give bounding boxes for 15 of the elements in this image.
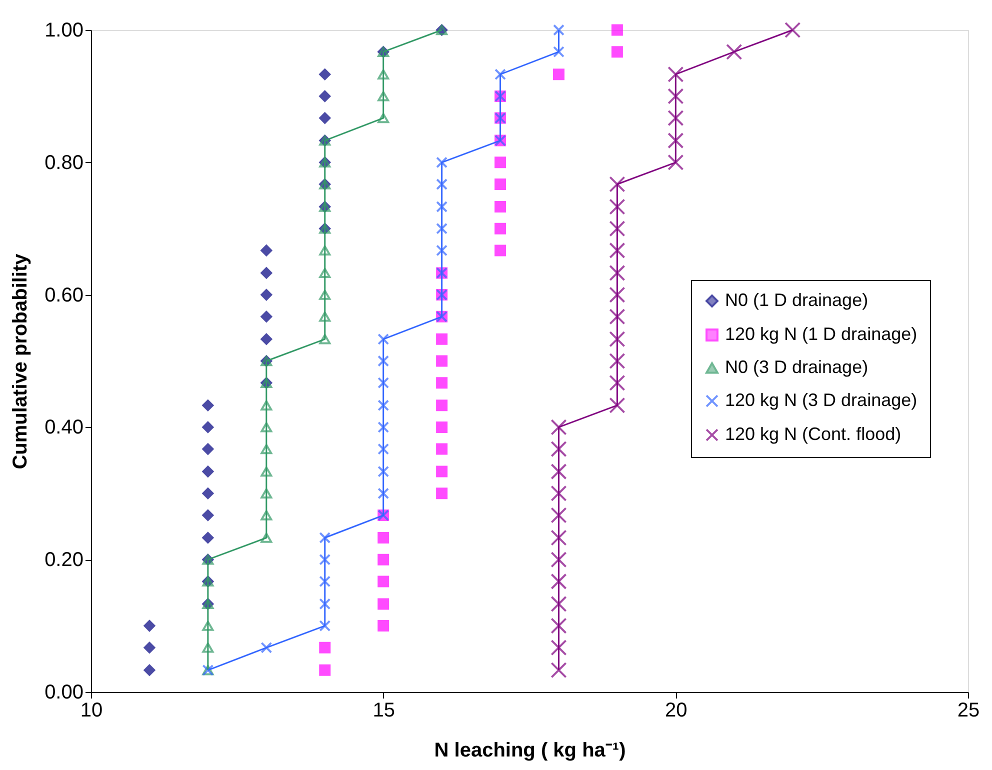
y-tick-label: 0.40 <box>44 416 84 439</box>
y-tick-label: 0.60 <box>44 284 84 306</box>
legend-label: N0 (1 D drainage) <box>725 290 868 310</box>
legend-label: 120 kg N (3 D drainage) <box>725 390 918 410</box>
legend-label: 120 kg N (1 D drainage) <box>725 324 918 344</box>
y-tick-label: 0.80 <box>44 152 84 174</box>
x-axis-title: N leaching ( kg ha⁻¹) <box>434 740 626 762</box>
x-tick-label: 20 <box>665 700 688 722</box>
legend-label: N0 (3 D drainage) <box>725 357 868 377</box>
y-tick-label: 1.00 <box>44 20 84 42</box>
legend-label: 120 kg N (Cont. flood) <box>725 424 902 444</box>
x-tick-label: 25 <box>957 700 980 722</box>
y-tick-label: 0.20 <box>44 549 84 572</box>
x-tick-label: 15 <box>372 700 395 722</box>
y-axis-title: Cumulative probability <box>10 252 32 470</box>
